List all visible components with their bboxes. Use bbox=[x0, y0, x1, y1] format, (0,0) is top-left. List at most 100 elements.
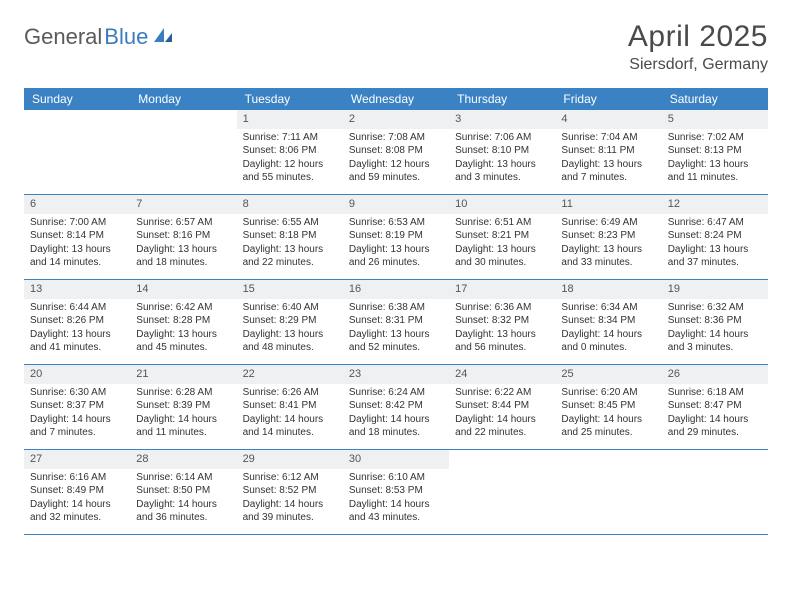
weekday-wed: Wednesday bbox=[343, 88, 449, 110]
sunrise-line: Sunrise: 6:18 AM bbox=[668, 386, 762, 400]
calendar-cell: . bbox=[662, 450, 768, 534]
cell-content: Sunrise: 6:47 AMSunset: 8:24 PMDaylight:… bbox=[662, 216, 768, 274]
sunrise-line: Sunrise: 6:26 AM bbox=[243, 386, 337, 400]
cell-content: Sunrise: 6:24 AMSunset: 8:42 PMDaylight:… bbox=[343, 386, 449, 444]
sunrise-line: Sunrise: 6:47 AM bbox=[668, 216, 762, 230]
cell-content: Sunrise: 6:40 AMSunset: 8:29 PMDaylight:… bbox=[237, 301, 343, 359]
sunset-line: Sunset: 8:06 PM bbox=[243, 144, 337, 158]
date-number: 29 bbox=[237, 450, 343, 469]
daylight-line: Daylight: 14 hours and 22 minutes. bbox=[455, 413, 549, 440]
brand-text-2: Blue bbox=[104, 24, 148, 50]
date-number: 24 bbox=[449, 365, 555, 384]
sunset-line: Sunset: 8:32 PM bbox=[455, 314, 549, 328]
daylight-line: Daylight: 13 hours and 45 minutes. bbox=[136, 328, 230, 355]
cell-content: Sunrise: 6:20 AMSunset: 8:45 PMDaylight:… bbox=[555, 386, 661, 444]
cell-content: Sunrise: 7:08 AMSunset: 8:08 PMDaylight:… bbox=[343, 131, 449, 189]
sunset-line: Sunset: 8:24 PM bbox=[668, 229, 762, 243]
calendar-cell: 24Sunrise: 6:22 AMSunset: 8:44 PMDayligh… bbox=[449, 365, 555, 449]
daylight-line: Daylight: 13 hours and 48 minutes. bbox=[243, 328, 337, 355]
date-number: 25 bbox=[555, 365, 661, 384]
sunrise-line: Sunrise: 7:04 AM bbox=[561, 131, 655, 145]
date-number: 2 bbox=[343, 110, 449, 129]
sunset-line: Sunset: 8:49 PM bbox=[30, 484, 124, 498]
sunrise-line: Sunrise: 6:22 AM bbox=[455, 386, 549, 400]
calendar-cell: 26 Sunrise: 6:18 AMSunset: 8:47 PMDayligh… bbox=[662, 365, 768, 449]
sunrise-line: Sunrise: 6:40 AM bbox=[243, 301, 337, 315]
daylight-line: Daylight: 12 hours and 55 minutes. bbox=[243, 158, 337, 185]
sunrise-line: Sunrise: 6:38 AM bbox=[349, 301, 443, 315]
cell-content: Sunrise: 7:11 AMSunset: 8:06 PMDaylight:… bbox=[237, 131, 343, 189]
daylight-line: Daylight: 14 hours and 29 minutes. bbox=[668, 413, 762, 440]
daylight-line: Daylight: 14 hours and 7 minutes. bbox=[30, 413, 124, 440]
sunrise-line: Sunrise: 6:42 AM bbox=[136, 301, 230, 315]
daylight-line: Daylight: 13 hours and 30 minutes. bbox=[455, 243, 549, 270]
date-number: 1 bbox=[237, 110, 343, 129]
date-number: 30 bbox=[343, 450, 449, 469]
weekday-tue: Tuesday bbox=[237, 88, 343, 110]
sunrise-line: Sunrise: 6:16 AM bbox=[30, 471, 124, 485]
date-number: 27 bbox=[24, 450, 130, 469]
brand-text-1: General bbox=[24, 24, 102, 50]
date-number: 8 bbox=[237, 195, 343, 214]
calendar-cell: 28Sunrise: 6:14 AMSunset: 8:50 PMDayligh… bbox=[130, 450, 236, 534]
date-number: 23 bbox=[343, 365, 449, 384]
sunrise-line: Sunrise: 6:20 AM bbox=[561, 386, 655, 400]
date-number: 3 bbox=[449, 110, 555, 129]
sunset-line: Sunset: 8:18 PM bbox=[243, 229, 337, 243]
sunrise-line: Sunrise: 6:28 AM bbox=[136, 386, 230, 400]
cell-content: Sunrise: 6:49 AMSunset: 8:23 PMDaylight:… bbox=[555, 216, 661, 274]
cell-content: Sunrise: 6:12 AMSunset: 8:52 PMDaylight:… bbox=[237, 471, 343, 529]
sunset-line: Sunset: 8:23 PM bbox=[561, 229, 655, 243]
cell-content: Sunrise: 6:38 AMSunset: 8:31 PMDaylight:… bbox=[343, 301, 449, 359]
calendar-cell: . bbox=[130, 110, 236, 194]
cell-content: Sunrise: 6:53 AMSunset: 8:19 PMDaylight:… bbox=[343, 216, 449, 274]
daylight-line: Daylight: 13 hours and 22 minutes. bbox=[243, 243, 337, 270]
sunrise-line: Sunrise: 7:00 AM bbox=[30, 216, 124, 230]
calendar-cell: 12Sunrise: 6:47 AMSunset: 8:24 PMDayligh… bbox=[662, 195, 768, 279]
sunrise-line: Sunrise: 6:34 AM bbox=[561, 301, 655, 315]
sunset-line: Sunset: 8:19 PM bbox=[349, 229, 443, 243]
calendar-cell: 5Sunrise: 7:02 AMSunset: 8:13 PMDaylight… bbox=[662, 110, 768, 194]
cell-content: Sunrise: 6:36 AMSunset: 8:32 PMDaylight:… bbox=[449, 301, 555, 359]
cell-content: Sunrise: 7:00 AMSunset: 8:14 PMDaylight:… bbox=[24, 216, 130, 274]
calendar-cell: 7Sunrise: 6:57 AMSunset: 8:16 PMDaylight… bbox=[130, 195, 236, 279]
calendar-cell: 16Sunrise: 6:38 AMSunset: 8:31 PMDayligh… bbox=[343, 280, 449, 364]
calendar-cell: 10Sunrise: 6:51 AMSunset: 8:21 PMDayligh… bbox=[449, 195, 555, 279]
weekday-sat: Saturday bbox=[662, 88, 768, 110]
daylight-line: Daylight: 13 hours and 18 minutes. bbox=[136, 243, 230, 270]
calendar-cell: 17Sunrise: 6:36 AMSunset: 8:32 PMDayligh… bbox=[449, 280, 555, 364]
sunset-line: Sunset: 8:47 PM bbox=[668, 399, 762, 413]
location: Siersdorf, Germany bbox=[628, 56, 768, 74]
date-number: 26 bbox=[662, 365, 768, 384]
cell-content: Sunrise: 7:06 AMSunset: 8:10 PMDaylight:… bbox=[449, 131, 555, 189]
calendar-cell: . bbox=[555, 450, 661, 534]
cell-content: Sunrise: 6:16 AMSunset: 8:49 PMDaylight:… bbox=[24, 471, 130, 529]
sunrise-line: Sunrise: 7:08 AM bbox=[349, 131, 443, 145]
calendar-cell: 21Sunrise: 6:28 AMSunset: 8:39 PMDayligh… bbox=[130, 365, 236, 449]
daylight-line: Daylight: 13 hours and 52 minutes. bbox=[349, 328, 443, 355]
daylight-line: Daylight: 14 hours and 18 minutes. bbox=[349, 413, 443, 440]
sunrise-line: Sunrise: 6:32 AM bbox=[668, 301, 762, 315]
daylight-line: Daylight: 13 hours and 14 minutes. bbox=[30, 243, 124, 270]
sunrise-line: Sunrise: 6:57 AM bbox=[136, 216, 230, 230]
month-title: April 2025 bbox=[628, 20, 768, 54]
date-number: 21 bbox=[130, 365, 236, 384]
weekday-fri: Friday bbox=[555, 88, 661, 110]
cell-content: Sunrise: 6:34 AMSunset: 8:34 PMDaylight:… bbox=[555, 301, 661, 359]
sunrise-line: Sunrise: 7:06 AM bbox=[455, 131, 549, 145]
calendar-week: 13Sunrise: 6:44 AMSunset: 8:26 PMDayligh… bbox=[24, 280, 768, 365]
sunrise-line: Sunrise: 6:55 AM bbox=[243, 216, 337, 230]
sunrise-line: Sunrise: 6:51 AM bbox=[455, 216, 549, 230]
sunrise-line: Sunrise: 6:49 AM bbox=[561, 216, 655, 230]
weekday-thu: Thursday bbox=[449, 88, 555, 110]
calendar-body: ..1Sunrise: 7:11 AMSunset: 8:06 PMDaylig… bbox=[24, 110, 768, 535]
sunset-line: Sunset: 8:29 PM bbox=[243, 314, 337, 328]
cell-content: Sunrise: 6:44 AMSunset: 8:26 PMDaylight:… bbox=[24, 301, 130, 359]
date-number: 6 bbox=[24, 195, 130, 214]
sunset-line: Sunset: 8:08 PM bbox=[349, 144, 443, 158]
sunset-line: Sunset: 8:26 PM bbox=[30, 314, 124, 328]
sunset-line: Sunset: 8:53 PM bbox=[349, 484, 443, 498]
calendar-cell: 25 Sunrise: 6:20 AMSunset: 8:45 PMDayligh… bbox=[555, 365, 661, 449]
calendar-cell: 19Sunrise: 6:32 AMSunset: 8:36 PMDayligh… bbox=[662, 280, 768, 364]
sunset-line: Sunset: 8:39 PM bbox=[136, 399, 230, 413]
